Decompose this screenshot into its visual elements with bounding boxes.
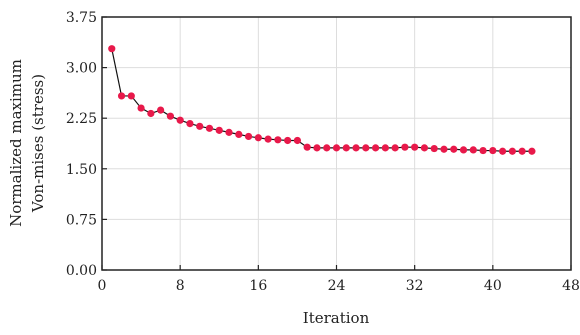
data-point [469,146,477,154]
data-point [108,45,116,53]
data-point [528,147,536,155]
data-point [362,144,370,152]
data-point [440,145,448,153]
data-point [303,143,311,151]
x-axis-label: Iteration [303,309,370,327]
data-point [489,146,497,155]
x-tick-label: 24 [328,278,346,294]
data-point [274,136,282,144]
data-point [450,145,458,153]
data-point [342,144,350,152]
data-point [420,144,429,152]
data-point [508,147,516,155]
y-tick-label: 3.75 [66,10,97,26]
x-tick-label: 0 [98,278,107,294]
y-tick-label: 2.25 [66,111,97,127]
data-point [117,92,126,100]
data-point [518,147,526,155]
ticks: 0 8 16 24 32 40 48 0.00 0.75 1.50 2.25 3.00 3.75 [66,10,580,294]
data-point [157,106,165,114]
data-point [147,109,155,118]
data-point [411,143,419,151]
data-point [479,146,487,155]
data-point [284,136,292,145]
y-tick-label: 1.50 [66,162,97,178]
data-point [401,143,409,151]
data-point [127,92,135,100]
data-point [235,130,243,138]
data-point [186,119,194,128]
x-tick-label: 16 [249,278,267,294]
y-tick-label: 0.75 [66,212,97,228]
data-point [244,132,253,141]
x-tick-label: 40 [484,278,502,294]
data-point [371,144,380,152]
data-point [293,136,302,145]
data-point [196,122,204,130]
data-point [215,126,223,134]
data-point [225,128,233,136]
data-point [323,144,331,152]
data-point [137,104,145,112]
data-point [391,144,399,152]
data-point [166,112,174,120]
grid [102,17,571,270]
y-axis-label-line-1: Normalized maximum [7,59,25,227]
data-point [254,134,262,142]
y-tick-label: 0.00 [66,263,97,279]
data-point [381,144,389,152]
series [108,45,536,155]
x-tick-label: 48 [562,278,580,294]
data-point [499,147,507,155]
y-axis-label-line-2: Von-mises (stress) [29,74,47,213]
data-point [205,124,214,132]
series-line [111,48,532,152]
y-tick-label: 3.00 [66,61,97,77]
data-point [332,144,341,152]
data-point [313,144,321,152]
x-tick-label: 8 [176,278,185,294]
data-point [176,116,184,124]
data-point [430,144,438,153]
data-point [264,135,272,143]
data-point [352,144,360,152]
x-tick-label: 32 [406,278,424,294]
data-point [459,146,468,154]
